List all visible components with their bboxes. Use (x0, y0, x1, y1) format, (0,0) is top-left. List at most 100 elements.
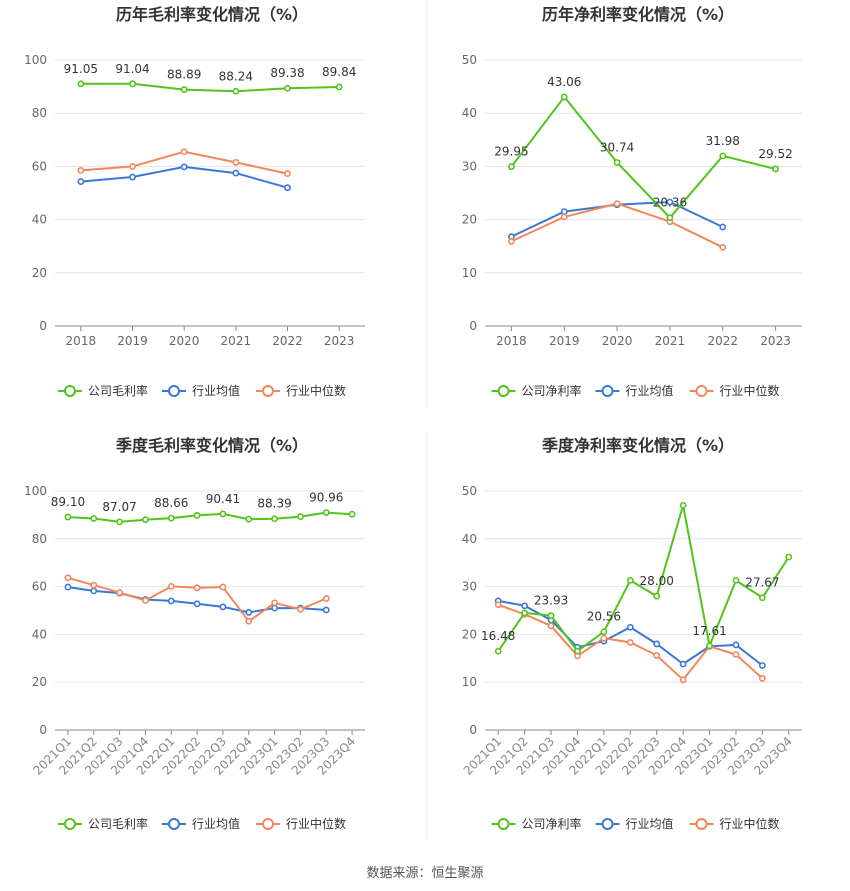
data-point (560, 213, 568, 221)
data-point (232, 159, 240, 166)
y-tick-label: 50 (462, 53, 477, 67)
data-point (284, 184, 291, 192)
legend-label-company: 公司净利率 (522, 816, 582, 831)
x-tick-label: 2022 (707, 334, 738, 348)
legend: 公司毛利率 行业均值 行业中位数 (58, 816, 346, 831)
data-point (90, 581, 98, 589)
legend-marker-company (497, 385, 510, 397)
data-point (719, 223, 727, 231)
data-point (167, 597, 175, 605)
data-point (626, 639, 634, 646)
data-label: 91.05 (64, 62, 98, 76)
chart-title: 季度毛利率变化情况（%） (115, 436, 308, 455)
legend-marker-company (64, 818, 76, 830)
data-point (129, 162, 136, 170)
data-label: 88.66 (154, 496, 188, 510)
data-point (732, 576, 740, 584)
data-point (348, 510, 356, 518)
data-point (494, 647, 502, 655)
y-tick-label: 30 (462, 580, 477, 594)
data-point (547, 622, 555, 630)
series-line (510, 202, 724, 249)
data-point (64, 583, 72, 591)
x-tick-label: 2020 (169, 334, 200, 348)
data-point (322, 606, 330, 614)
data-point (785, 553, 793, 561)
data-point (129, 173, 136, 181)
legend-marker-industry_median (695, 385, 708, 397)
legend-marker-industry_median (262, 385, 274, 397)
data-point (297, 513, 304, 520)
y-tick-label: 40 (32, 213, 47, 227)
data-label: 31.98 (706, 134, 740, 148)
y-tick-label: 50 (462, 484, 477, 498)
x-tick-label: 2021 (221, 334, 252, 348)
legend-label-industry_avg: 行业均值 (626, 383, 674, 398)
legend-label-industry_median: 行业中位数 (286, 816, 346, 831)
data-point (64, 513, 72, 521)
data-source-note: 数据来源：恒生聚源 (366, 866, 484, 881)
data-point (560, 208, 568, 216)
legend-marker-industry_median (695, 818, 708, 830)
series-industry_median (508, 200, 727, 251)
chart-2: 历年净利率变化情况（%） 0 10 20 30 40 50 2018 2019 2020 2021 2… (462, 5, 802, 398)
y-tick-label: 40 (462, 532, 477, 546)
data-point (90, 515, 98, 522)
data-label: 88.24 (219, 69, 253, 83)
series-industry_median (64, 574, 330, 625)
data-point (653, 640, 661, 648)
legend: 公司毛利率 行业均值 行业中位数 (58, 383, 346, 398)
data-label: 20.56 (587, 610, 621, 624)
data-point (706, 642, 713, 650)
data-label: 90.96 (309, 491, 343, 505)
data-point (626, 623, 634, 631)
x-tick-label: 2023 (324, 334, 355, 348)
data-point (232, 87, 240, 95)
data-point (508, 163, 515, 171)
legend-marker-industry_avg (168, 385, 180, 397)
data-label: 28.00 (640, 574, 674, 588)
legend-label-industry_median: 行业中位数 (720, 383, 780, 398)
y-tick-label: 40 (462, 106, 477, 120)
y-tick-label: 100 (24, 484, 47, 498)
series-line (80, 82, 340, 93)
y-tick-label: 80 (32, 532, 47, 546)
data-point (758, 674, 766, 682)
data-point (180, 148, 188, 156)
data-label: 30.74 (600, 140, 634, 154)
legend-label-company: 公司净利率 (522, 383, 582, 398)
data-point (167, 514, 175, 522)
y-tick-label: 0 (469, 723, 477, 737)
y-tick-label: 10 (462, 675, 477, 689)
chart-1: 历年毛利率变化情况（%） 0 20 40 60 80 100 2018 2019 2020 2021… (24, 5, 365, 398)
y-tick-label: 20 (462, 627, 477, 641)
y-tick-label: 40 (32, 627, 47, 641)
data-point (666, 198, 674, 206)
series-company: 29.95 43.06 30.74 20.36 31.98 29.52 (494, 75, 793, 222)
y-tick-label: 60 (32, 159, 47, 173)
data-point (219, 603, 227, 611)
data-point (193, 584, 201, 592)
data-point (772, 165, 779, 173)
data-point (219, 510, 227, 518)
legend: 公司净利率 行业均值 行业中位数 (491, 383, 780, 398)
y-tick-label: 60 (32, 580, 47, 594)
series-line (67, 511, 353, 523)
legend-marker-industry_median (262, 818, 274, 830)
data-point (245, 617, 253, 625)
legend-marker-company (64, 385, 76, 397)
data-label: 17.61 (692, 624, 726, 638)
x-tick-label: 2019 (117, 334, 148, 348)
data-label: 90.41 (206, 492, 240, 506)
data-label: 89.10 (51, 495, 85, 509)
data-point (679, 501, 687, 509)
data-point (613, 200, 621, 208)
data-label: 87.07 (102, 500, 136, 514)
data-point (271, 599, 278, 607)
data-point (719, 243, 727, 251)
data-point (600, 634, 608, 642)
legend: 公司净利率 行业均值 行业中位数 (491, 816, 780, 831)
data-label: 27.67 (745, 576, 779, 590)
legend-marker-company (497, 818, 510, 830)
legend-label-industry_median: 行业中位数 (720, 816, 780, 831)
